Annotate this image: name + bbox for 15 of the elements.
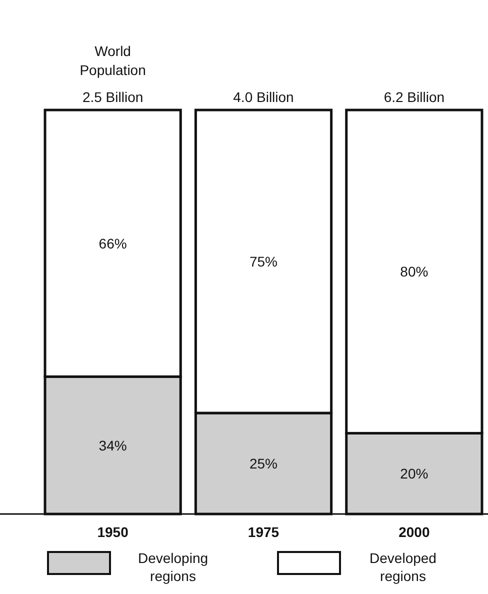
- data-label: 66%: [98, 235, 127, 252]
- text: 4.0 Billion: [233, 89, 294, 105]
- text: 6.2 Billion: [384, 89, 445, 105]
- data-label: 75%: [249, 254, 278, 270]
- x-tick-label: 1975: [248, 524, 280, 540]
- x-tick-label: 2000: [398, 524, 430, 540]
- legend-label: Developed regions: [370, 550, 436, 584]
- data-label: 25%: [249, 456, 278, 472]
- x-tick-label: 1950: [97, 524, 129, 540]
- legend-label: Developing regions: [138, 550, 208, 584]
- data-label: 80%: [400, 264, 428, 280]
- text: 2.5 Billion: [82, 89, 144, 105]
- data-label: 20%: [400, 466, 428, 482]
- data-label: 34%: [98, 437, 127, 454]
- text: World Population: [80, 43, 146, 78]
